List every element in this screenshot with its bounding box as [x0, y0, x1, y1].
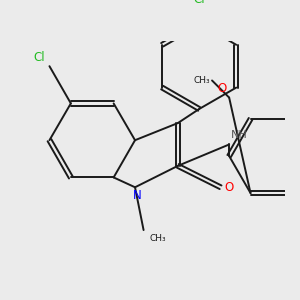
Text: NH: NH: [231, 130, 248, 140]
Text: O: O: [225, 181, 234, 194]
Text: Cl: Cl: [194, 0, 205, 6]
Text: CH₃: CH₃: [150, 234, 166, 243]
Text: N: N: [133, 189, 142, 203]
Text: CH₃: CH₃: [193, 76, 210, 85]
Text: O: O: [218, 82, 227, 95]
Text: Cl: Cl: [34, 51, 45, 64]
